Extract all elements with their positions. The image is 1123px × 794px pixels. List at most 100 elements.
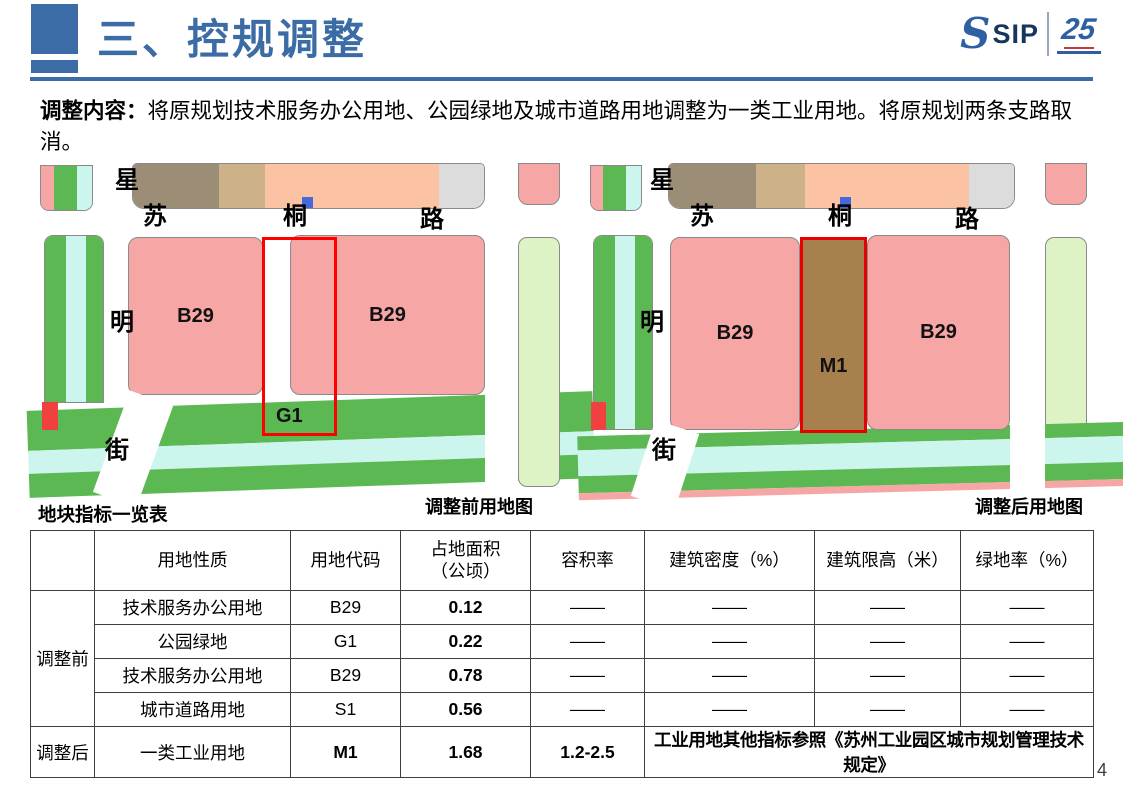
red-parcel-block [42,402,58,430]
parcel-sliver [1045,163,1087,205]
cell-nature: 技术服务办公用地 [94,658,291,693]
table-row: 公园绿地 G1 0.22 —— —— —— —— [31,624,1094,659]
cell-far: 1.2-2.5 [530,726,645,778]
page-number: 4 [1096,760,1107,780]
title-decoration-bar [31,60,78,73]
road-label-xing: 星 [650,167,674,194]
road-label-jie: 街 [105,437,129,464]
road-label-tong: 桐 [283,203,307,230]
sip-logo: S SIP 25 [960,12,1101,56]
cell-nature: 一类工业用地 [94,726,291,778]
group-after-cell: 调整后 [30,726,95,778]
cell-code: B29 [290,658,401,693]
caption-after-map: 调整后用地图 [975,497,1083,517]
green-strip [85,236,103,402]
header-far: 容积率 [530,530,645,591]
road-label-su: 苏 [690,203,714,230]
road-label-ming: 明 [640,309,664,336]
road-label-tong: 桐 [828,203,852,230]
road-label-su: 苏 [143,203,167,230]
cell-code: S1 [290,692,401,727]
cell-code: G1 [290,624,401,659]
park-strip [518,237,560,487]
cell-height: —— [814,624,961,659]
green-strip [634,236,652,429]
caption-before-map: 调整前用地图 [425,497,533,517]
cell-far: —— [530,658,645,693]
cell-area: 0.22 [400,624,531,659]
road-label-lu: 路 [955,206,979,233]
parcel-label: B29 [369,303,406,326]
header-green: 绿地率（%） [960,530,1094,591]
header-divider [30,77,1093,81]
table-header-row: 用地性质 用地代码 占地面积 （公顷） 容积率 建筑密度（%） 建筑限高（米） … [30,530,1094,591]
title-decoration-square [31,4,78,54]
parcel-b29-left: B29 [128,237,263,395]
header-density: 建筑密度（%） [644,530,815,591]
north-parcel-band [132,163,485,209]
cell-green: —— [960,692,1094,727]
parcel-label: B29 [716,322,754,344]
parcel-label: B29 [920,321,957,343]
parcel-label: B29 [177,304,214,327]
canal-strip [625,166,641,210]
parcel-gray [969,164,1014,208]
group-before-cell: 调整前 [30,590,95,727]
header-group [30,530,95,591]
sip-logo-name: SIP [992,18,1039,49]
adjustment-area-outline [262,237,337,436]
cell-far: —— [530,590,645,625]
table-row: 调整前 技术服务办公用地 B29 0.12 —— —— —— —— [30,590,1094,727]
page-title: 三、控规调整 [97,16,368,63]
cell-nature: 城市道路用地 [94,692,291,727]
cell-area: 0.56 [400,692,531,727]
parcel-sliver [518,163,560,205]
cell-green: —— [960,590,1094,625]
cell-height: —— [814,692,961,727]
parcel-sliver [41,166,54,210]
parcel-m1-industrial: M1 [800,237,867,433]
header-area: 占地面积 （公顷） [400,530,531,591]
parcel-brown [133,164,219,208]
cell-green: —— [960,658,1094,693]
cell-nature: 公园绿地 [94,624,291,659]
cell-code: M1 [290,726,401,778]
adjustment-description: 调整内容：将原规划技术服务办公用地、公园绿地及城市道路用地调整为一类工业用地。将… [40,96,1096,157]
adjustment-description-text: 将原规划技术服务办公用地、公园绿地及城市道路用地调整为一类工业用地。将原规划两条… [40,99,1073,154]
cell-density: —— [644,692,815,727]
green-strip [602,166,626,210]
header-height: 建筑限高（米） [814,530,961,591]
north-parcel-band [668,163,1015,209]
parcel-b29-right: B29 [290,235,485,395]
parcel-b29-left: B29 [670,237,800,430]
parcel-brown [669,164,756,208]
anniversary-mark: 25 [1057,13,1101,54]
red-parcel-block [591,402,606,430]
parcel-tan [218,164,266,208]
parcel-label-m1: M1 [819,355,848,377]
table-row: 城市道路用地 S1 0.56 —— —— —— —— [31,692,1094,727]
blue-facility-marker [302,197,314,208]
parcel-salmon [265,164,440,208]
parcel-b29-right: B29 [867,235,1010,430]
logo-divider [1047,12,1049,56]
table-row: 技术服务办公用地 B29 0.78 —— —— —— —— [31,658,1094,693]
parcel-salmon [805,164,970,208]
cell-area: 0.12 [400,590,531,625]
sip-logo-s-icon: S [960,9,991,58]
road-corridor-top [590,165,642,211]
table-row-after: 调整后 一类工业用地 M1 1.68 1.2-2.5 工业用地其他指标参照《苏州… [30,726,1094,778]
blue-facility-marker [840,197,852,208]
road-label-xing: 星 [115,167,139,194]
adjustment-description-label: 调整内容： [40,99,148,123]
parcel-label-g1: G1 [276,405,303,427]
road-corridor [593,235,653,430]
canal-strip [76,166,92,210]
parcel-tan [755,164,806,208]
cell-nature: 技术服务办公用地 [94,590,291,625]
green-strip [45,236,67,402]
cell-density: —— [644,624,815,659]
anniversary-red-line [1064,46,1094,49]
table-title: 地块指标一览表 [38,504,168,525]
